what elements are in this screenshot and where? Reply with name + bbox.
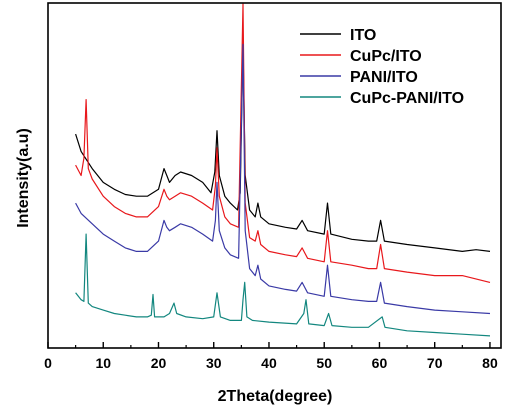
x-tick-label-60: 60 [372, 355, 388, 371]
x-axis-ticks: 0 10 20 30 40 50 60 70 80 [44, 342, 498, 371]
x-tick-label-10: 10 [95, 355, 111, 371]
plot-frame [47, 2, 502, 349]
legend-label-0: ITO [350, 27, 376, 44]
y-axis-title: Intensity(a.u) [15, 128, 32, 228]
x-tick-label-50: 50 [316, 355, 332, 371]
series-line-1 [75, 3, 491, 283]
series-line-0 [75, 43, 491, 252]
x-tick-label-20: 20 [151, 355, 167, 371]
x-tick-label-40: 40 [261, 355, 277, 371]
x-tick-label-70: 70 [427, 355, 443, 371]
x-axis-title: 2Theta(degree) [218, 388, 333, 405]
legend-label-3: CuPc-PANI/ITO [350, 90, 464, 107]
legend-label-1: CuPc/ITO [350, 48, 422, 65]
x-tick-label-30: 30 [206, 355, 222, 371]
legend: ITO CuPc/ITO PANI/ITO CuPc-PANI/ITO [300, 27, 464, 107]
series-layer [75, 3, 491, 337]
legend-label-2: PANI/ITO [350, 69, 418, 86]
x-tick-label-80: 80 [482, 355, 498, 371]
series-line-3 [75, 233, 491, 337]
x-tick-label-0: 0 [44, 355, 52, 371]
series-line-2 [75, 43, 491, 315]
